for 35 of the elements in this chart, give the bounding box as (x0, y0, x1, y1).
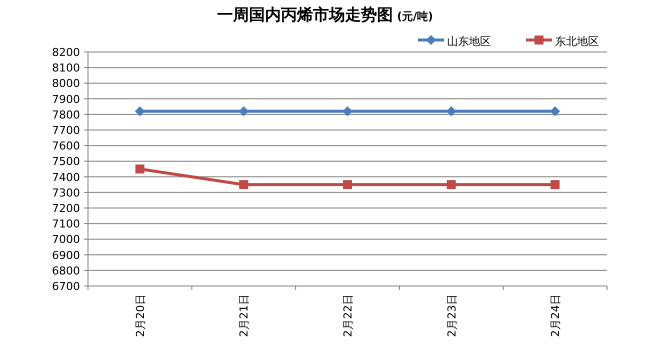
point (135, 164, 144, 174)
y-tick-label: 7900 (52, 92, 80, 106)
chart-title: 一周国内丙烯市场走势图 (216, 5, 393, 24)
y-tick-label: 6800 (52, 264, 80, 278)
y-tick-label: 6700 (52, 280, 80, 293)
y-tick-label: 7200 (52, 202, 80, 215)
y-tick-label: 7800 (52, 108, 80, 122)
y-tick-label: 7000 (52, 233, 80, 246)
point (238, 106, 249, 116)
point (550, 106, 560, 116)
chart-subtitle: (元/吨) (396, 10, 434, 23)
y-tick-label: 7400 (52, 170, 80, 184)
x-tick-label: 2月23日 (445, 294, 458, 337)
x-tick-label: 2月21日 (238, 294, 251, 337)
y-tick-label: 8100 (52, 62, 80, 75)
x-tick-label: 2月22日 (342, 294, 354, 337)
y-tick-label: 7100 (52, 218, 80, 231)
x-tick-label: 2月24日 (549, 294, 562, 337)
x-tick-label: 2月20日 (134, 294, 147, 337)
point (550, 180, 560, 190)
point (342, 106, 352, 116)
y-tick-label: 7500 (52, 155, 80, 168)
y-tick-label: 7700 (52, 124, 80, 137)
point (446, 180, 456, 190)
y-tick-label: 6900 (52, 248, 80, 262)
point (343, 180, 352, 190)
y-tick-label: 7600 (52, 140, 80, 153)
point (134, 106, 145, 116)
y-tick-label: 7300 (52, 186, 80, 200)
y-tick-label: 8000 (52, 77, 80, 90)
y-tick-label: 8200 (52, 46, 80, 59)
point (239, 180, 248, 190)
legend-label: 东北地区 (555, 35, 599, 48)
point (446, 106, 456, 116)
legend-label: 山东地区 (447, 35, 491, 48)
